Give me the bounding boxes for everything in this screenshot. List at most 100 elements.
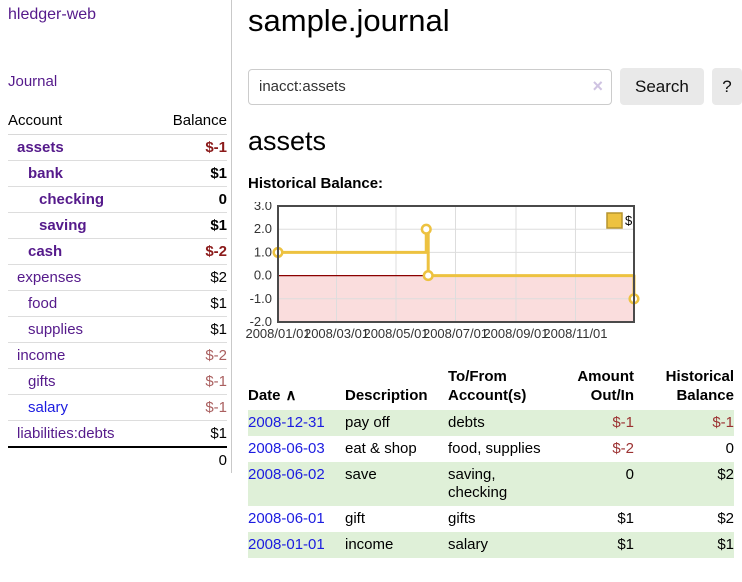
transaction-description: income bbox=[345, 532, 448, 558]
account-row: expenses $2 bbox=[8, 265, 227, 291]
transaction-amount: 0 bbox=[560, 462, 642, 506]
transaction-amount: $-1 bbox=[560, 410, 642, 436]
journal-link[interactable]: Journal bbox=[8, 73, 57, 90]
account-link[interactable]: food bbox=[28, 295, 57, 312]
transaction-date-cell: 2008-06-01 bbox=[248, 506, 345, 532]
search-form: × Search ? bbox=[248, 68, 742, 105]
transaction-description: save bbox=[345, 462, 448, 506]
transaction-balance: $1 bbox=[642, 532, 734, 558]
account-row: supplies $1 bbox=[8, 317, 227, 343]
y-tick-label: 3.0 bbox=[254, 202, 272, 213]
transaction-row: 2008-06-03eat & shopfood, supplies$-20 bbox=[248, 436, 734, 462]
account-total-row: 0 bbox=[8, 447, 227, 473]
total-spacer bbox=[8, 447, 153, 473]
account-row: income$-2 bbox=[8, 343, 227, 369]
transaction-date-link[interactable]: 2008-06-01 bbox=[248, 510, 325, 527]
account-link[interactable]: gifts bbox=[28, 373, 56, 390]
account-link[interactable]: checking bbox=[39, 191, 104, 208]
account-name-cell: checking bbox=[8, 187, 153, 213]
account-name-cell: salary bbox=[8, 395, 153, 421]
transaction-row: 2008-01-01incomesalary$1$1 bbox=[248, 532, 734, 558]
account-link[interactable]: salary bbox=[28, 399, 68, 416]
transaction-amount: $1 bbox=[560, 506, 642, 532]
transaction-description: gift bbox=[345, 506, 448, 532]
sidebar: hledger-web Journal Account Balance asse… bbox=[0, 0, 232, 473]
date-column-header[interactable]: Date∧ bbox=[248, 364, 345, 410]
total-balance: 0 bbox=[153, 447, 227, 473]
transaction-date-cell: 2008-01-01 bbox=[248, 532, 345, 558]
transaction-date-link[interactable]: 2008-01-01 bbox=[248, 536, 325, 553]
y-tick-label: -1.0 bbox=[250, 291, 272, 306]
account-link[interactable]: supplies bbox=[28, 321, 83, 338]
transaction-date-link[interactable]: 2008-06-02 bbox=[248, 466, 325, 483]
transaction-accounts: saving, checking bbox=[448, 462, 560, 506]
account-balance: $1 bbox=[153, 291, 227, 317]
account-balance: 0 bbox=[153, 187, 227, 213]
transaction-date-link[interactable]: 2008-06-03 bbox=[248, 440, 325, 457]
transaction-balance: $2 bbox=[642, 462, 734, 506]
account-name-cell: income bbox=[8, 343, 153, 369]
transaction-amount: $1 bbox=[560, 532, 642, 558]
account-name-cell: bank bbox=[8, 161, 153, 187]
transaction-accounts: food, supplies bbox=[448, 436, 560, 462]
y-tick-label: 2.0 bbox=[254, 221, 272, 236]
account-row: cash$-2 bbox=[8, 239, 227, 265]
y-tick-label: 0.0 bbox=[254, 268, 272, 283]
account-name-cell: cash bbox=[8, 239, 153, 265]
account-balance: $1 bbox=[153, 421, 227, 448]
transaction-balance: 0 bbox=[642, 436, 734, 462]
balance-chart-svg: 3.02.01.00.0-1.0-2.02008/01/012008/03/01… bbox=[246, 202, 648, 344]
account-link[interactable]: income bbox=[17, 347, 65, 364]
amount-column-header: Amount Out/In bbox=[560, 364, 642, 410]
account-link[interactable]: bank bbox=[28, 165, 63, 182]
page-title: sample.journal bbox=[248, 3, 742, 39]
account-name-cell: gifts bbox=[8, 369, 153, 395]
account-link[interactable]: assets bbox=[17, 139, 64, 156]
search-input-wrap: × bbox=[248, 69, 612, 105]
legend-swatch bbox=[607, 213, 622, 228]
transaction-row: 2008-06-01 giftgifts$1$2 bbox=[248, 506, 734, 532]
account-balance: $1 bbox=[153, 317, 227, 343]
balance-column-header: Balance bbox=[153, 107, 227, 135]
account-row: bank $1 bbox=[8, 161, 227, 187]
transaction-row: 2008-06-02 savesaving, checking0$2 bbox=[248, 462, 734, 506]
account-row: gifts$-1 bbox=[8, 369, 227, 395]
account-balance: $1 bbox=[153, 161, 227, 187]
transaction-date-link[interactable]: 2008-12-31 bbox=[248, 414, 325, 431]
x-tick-label: 2008/03/01 bbox=[304, 326, 369, 341]
account-name-cell: liabilities:debts bbox=[8, 421, 153, 448]
account-name-cell: assets bbox=[8, 135, 153, 161]
account-balance: $2 bbox=[153, 265, 227, 291]
transaction-accounts: gifts bbox=[448, 506, 560, 532]
account-link[interactable]: cash bbox=[28, 243, 62, 260]
x-tick-label: 2008/09/01 bbox=[483, 326, 548, 341]
help-button[interactable]: ? bbox=[712, 68, 742, 105]
account-link[interactable]: expenses bbox=[17, 269, 81, 286]
register-table: Date∧ Description To/From Account(s) Amo… bbox=[248, 364, 734, 558]
search-button[interactable]: Search bbox=[620, 68, 704, 105]
clear-search-icon[interactable]: × bbox=[592, 76, 603, 97]
account-row: assets$-1 bbox=[8, 135, 227, 161]
transaction-date-cell: 2008-06-02 bbox=[248, 462, 345, 506]
transaction-row: 2008-12-31pay offdebts$-1$-1 bbox=[248, 410, 734, 436]
balance-column-header: Historical Balance bbox=[642, 364, 734, 410]
account-link[interactable]: liabilities:debts bbox=[17, 425, 115, 442]
main-content: sample.journal × Search ? assets Histori… bbox=[232, 0, 742, 558]
account-row: food $1 bbox=[8, 291, 227, 317]
account-table-header-row: Account Balance bbox=[8, 107, 227, 135]
account-row: saving $1 bbox=[8, 213, 227, 239]
transaction-accounts: salary bbox=[448, 532, 560, 558]
transaction-date-cell: 2008-06-03 bbox=[248, 436, 345, 462]
account-balance: $1 bbox=[153, 213, 227, 239]
account-link[interactable]: saving bbox=[39, 217, 87, 234]
data-point-marker bbox=[424, 271, 433, 280]
data-point-marker bbox=[422, 225, 431, 234]
search-input[interactable] bbox=[248, 69, 612, 105]
transaction-balance: $2 bbox=[642, 506, 734, 532]
x-tick-label: 2008/11/01 bbox=[543, 326, 607, 341]
app-title-link[interactable]: hledger-web bbox=[8, 6, 96, 24]
x-tick-label: 2008/01/01 bbox=[246, 326, 311, 341]
register-table-body: 2008-12-31pay offdebts$-1$-12008-06-03ea… bbox=[248, 410, 734, 558]
transaction-balance: $-1 bbox=[642, 410, 734, 436]
transaction-date-cell: 2008-12-31 bbox=[248, 410, 345, 436]
